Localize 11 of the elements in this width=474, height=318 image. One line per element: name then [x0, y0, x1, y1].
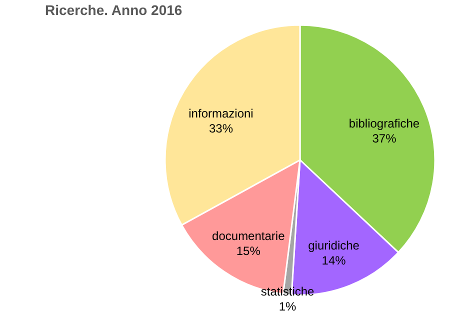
data-label: 14%	[322, 253, 346, 268]
data-label: 15%	[236, 244, 261, 258]
slice-label: statistiche	[260, 284, 315, 299]
slice-label: giuridiche	[308, 238, 360, 252]
data-label: 37%	[372, 132, 397, 146]
data-label: 33%	[208, 121, 234, 136]
slice-label: informazioni	[188, 106, 254, 120]
data-label: 1%	[278, 300, 297, 314]
slice-label: bibliografiche	[348, 116, 420, 131]
slice-label: documentarie	[212, 228, 286, 243]
chart-title: Ricerche. Anno 2016	[45, 2, 182, 18]
